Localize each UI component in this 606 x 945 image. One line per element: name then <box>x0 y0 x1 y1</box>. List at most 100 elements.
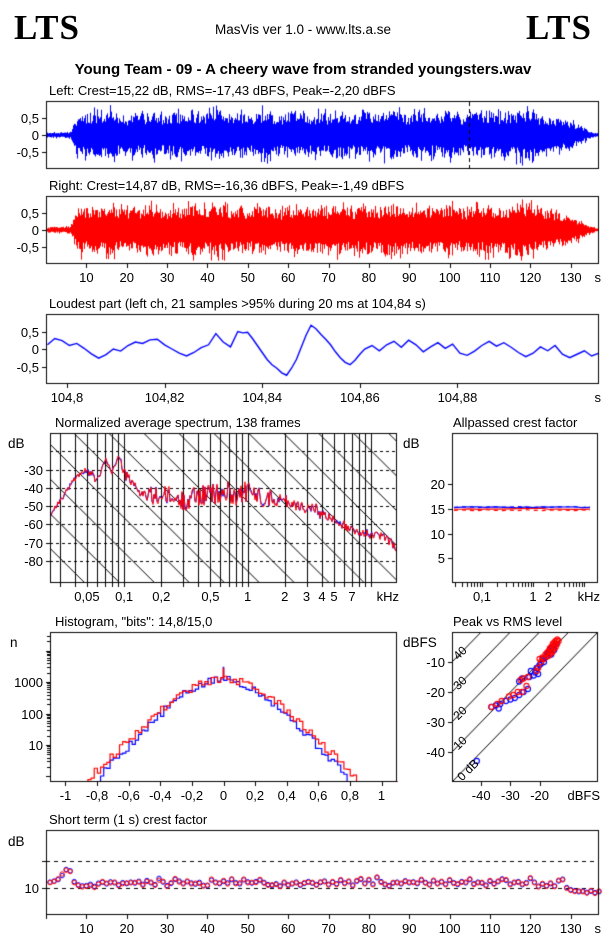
tick-label: 80 <box>361 921 377 936</box>
tick-label: 15 <box>430 501 445 517</box>
axis-unit-label: kHz <box>577 589 600 604</box>
tick-label: 0,05 <box>74 589 100 604</box>
spectrum-title: Normalized average spectrum, 138 frames <box>55 415 301 430</box>
peak-vs-rms-title: Peak vs RMS level <box>453 614 563 629</box>
short-term-ylabel: dB <box>8 834 25 849</box>
loudest_part-canvas <box>40 308 605 390</box>
tick-label: 0,4 <box>277 788 296 803</box>
tick-label: 0,2 <box>152 589 171 604</box>
tick-label: 0,5 <box>20 206 39 221</box>
histogram-title: Histogram, "bits": 14,8/15,0 <box>55 614 213 629</box>
axis-unit-label: s <box>594 921 602 936</box>
allpassed-ylabel: dB <box>403 436 420 451</box>
tick-label: -0,5 <box>16 359 39 375</box>
tick-label: -70 <box>24 535 43 551</box>
tick-label: 80 <box>361 270 377 285</box>
tick-label: -40 <box>426 745 445 760</box>
tick-label: -40 <box>471 788 491 803</box>
tick-label: 104,86 <box>339 390 380 405</box>
tick-label: 3 <box>302 589 311 604</box>
short-term-crest-title: Short term (1 s) crest factor <box>49 812 208 827</box>
tick-label: -0,5 <box>16 240 39 255</box>
tick-label: -50 <box>24 499 43 515</box>
tick-label: 0 <box>31 342 39 357</box>
tick-label: 40 <box>200 921 215 936</box>
tick-label: 0,8 <box>340 788 359 803</box>
tick-label: -40 <box>24 480 43 496</box>
tick-label: -60 <box>24 517 43 533</box>
tick-label: -20 <box>426 685 445 700</box>
axis-unit-label: s <box>594 270 602 285</box>
tick-label: -30 <box>426 715 445 730</box>
masvis-version-text: MasVis ver 1.0 - www.lts.a.se <box>214 22 392 37</box>
right_waveform-canvas <box>40 190 605 270</box>
tick-label: 70 <box>321 921 336 936</box>
tick-label: 0,6 <box>309 788 328 803</box>
tick-label: -0,2 <box>180 788 204 803</box>
tick-label: 0,5 <box>20 111 39 126</box>
tick-label: -0,8 <box>85 788 109 803</box>
tick-label: 1 <box>529 589 537 604</box>
tick-label: 0 <box>31 223 39 238</box>
left-waveform-title: Left: Crest=15,22 dB, RMS=-17,43 dBFS, P… <box>49 83 396 98</box>
tick-label: 1 <box>377 788 386 803</box>
tick-label: 20 <box>119 270 134 285</box>
allpassed_crest-canvas <box>446 427 604 589</box>
tick-label: 5 <box>437 551 445 567</box>
tick-label: 10 <box>28 738 43 753</box>
tick-label: 0 <box>31 128 39 143</box>
left_waveform-canvas <box>40 95 605 175</box>
tick-label: 0,5 <box>20 324 39 340</box>
loudest-part-title: Loudest part (left ch, 21 samples >95% d… <box>49 296 426 311</box>
tick-label: 4 <box>318 589 326 604</box>
tick-label: 100 <box>438 270 461 285</box>
report-title: Young Team - 09 - A cheery wave from str… <box>74 61 532 78</box>
tick-label: -1 <box>59 788 72 803</box>
tick-label: 40 <box>200 270 215 285</box>
tick-label: 60 <box>280 270 296 285</box>
tick-label: 104,82 <box>144 390 185 405</box>
allpassed-crest-title: Allpassed crest factor <box>453 415 578 430</box>
tick-label: 50 <box>240 270 256 285</box>
axis-unit-label: kHz <box>376 589 399 604</box>
tick-label: 104,88 <box>437 390 478 405</box>
tick-label: 10 <box>79 921 94 936</box>
tick-label: 7 <box>348 589 356 604</box>
tick-label: 120 <box>519 921 542 936</box>
tick-label: 90 <box>402 921 417 936</box>
tick-label: -30 <box>24 462 43 478</box>
histogram-canvas <box>44 626 403 788</box>
tick-label: 2 <box>544 589 552 604</box>
axis-unit-label: s <box>594 390 602 405</box>
tick-label: 104,8 <box>50 390 84 405</box>
tick-label: 5 <box>330 589 338 604</box>
histogram-ylabel: n <box>10 635 18 650</box>
tick-label: -0,6 <box>117 788 140 803</box>
tick-label: 50 <box>240 921 256 936</box>
tick-label: 104,84 <box>242 390 283 405</box>
tick-label: 10 <box>24 881 39 897</box>
tick-label: -20 <box>530 788 549 803</box>
tick-label: 90 <box>402 270 417 285</box>
tick-label: 60 <box>280 921 296 936</box>
tick-label: 0,1 <box>472 589 492 604</box>
peak_vs_rms-canvas <box>446 626 604 788</box>
tick-label: 70 <box>321 270 336 285</box>
tick-label: 20 <box>119 921 134 936</box>
tick-label: 0,1 <box>115 589 134 604</box>
tick-label: 110 <box>479 270 501 285</box>
tick-label: 1 <box>244 589 252 604</box>
tick-label: 10 <box>430 526 445 542</box>
spectrum-canvas <box>44 427 403 589</box>
tick-label: 100 <box>21 706 43 722</box>
axis-unit-label: dBFS <box>567 788 600 803</box>
tick-label: 120 <box>519 270 542 285</box>
lts-logo-right: LTS <box>526 8 592 47</box>
tick-label: -0,4 <box>149 788 172 803</box>
lts-logo-left: LTS <box>14 8 80 47</box>
spectrum-ylabel: dB <box>8 436 25 451</box>
short_term_crest-canvas <box>40 824 605 921</box>
tick-label: 2 <box>281 589 289 604</box>
tick-label: 100 <box>438 921 461 936</box>
